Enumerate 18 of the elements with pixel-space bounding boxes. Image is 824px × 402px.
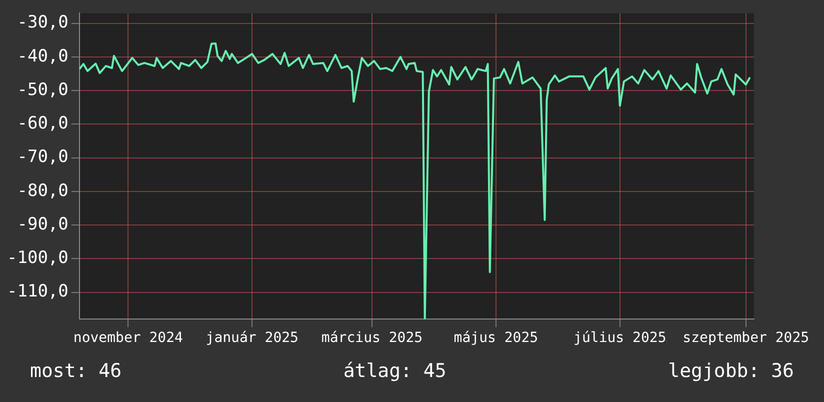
y-tick-label: -110,0 xyxy=(6,282,68,302)
x-tick-label: november 2024 xyxy=(73,330,183,346)
x-tick-label: március 2025 xyxy=(321,330,423,346)
text: most: 46 xyxy=(30,360,122,382)
y-tick-label: -70,0 xyxy=(17,147,68,168)
text: átlag: 45 xyxy=(343,360,446,382)
y-tick-label: -90,0 xyxy=(17,214,68,234)
y-tick-label: -100,0 xyxy=(6,248,68,268)
y-tick-label: -50,0 xyxy=(17,80,68,100)
y-tick-label: -60,0 xyxy=(17,114,68,134)
text: legjobb: 36 xyxy=(668,360,794,382)
x-tick-label: szeptember 2025 xyxy=(682,330,810,346)
x-tick-label: július 2025 xyxy=(574,330,666,346)
y-tick-label: -40,0 xyxy=(17,46,68,66)
y-tick-label: -30,0 xyxy=(17,12,68,33)
x-tick-label: május 2025 xyxy=(454,330,538,346)
x-tick-label: január 2025 xyxy=(206,330,298,346)
y-tick-label: -80,0 xyxy=(17,180,68,201)
